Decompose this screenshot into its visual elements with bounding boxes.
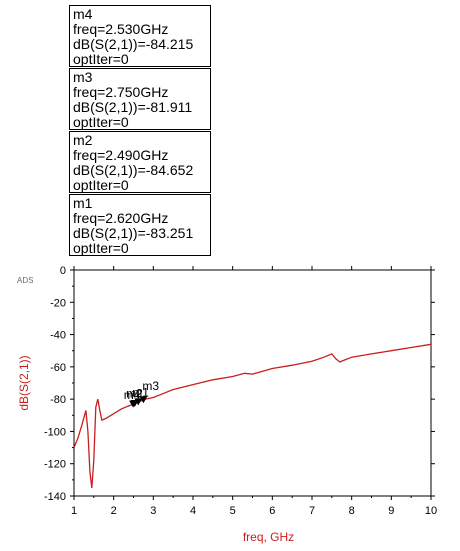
x-axis-label: freq, GHz [243,530,294,544]
x-tick-label: 3 [150,505,156,517]
marker-triangle-m2 [129,400,138,408]
marker-value-text: dB(S(2,1))=-81.911 [73,99,193,115]
marker-name-text: m4 [73,6,93,22]
y-tick-label: -100 [44,426,66,438]
x-tick-label: 9 [388,505,394,517]
marker-label-m1: m1 [132,385,149,399]
y-tick-label: -20 [50,297,66,309]
marker-box-m3[interactable]: m3 freq=2.750GHz dB(S(2,1))=-81.911 optIter… [69,68,211,130]
x-tick-label: 4 [190,505,196,517]
y-tick-label: -40 [50,330,66,342]
marker-iter-text: optIter=0 [73,177,129,193]
x-tick-label: 8 [349,505,355,517]
marker-freq-text: freq=2.490GHz [73,147,169,163]
y-tick-label: -60 [50,362,66,374]
series-line-0 [73,343,432,488]
marker-value-text: dB(S(2,1))=-84.215 [73,36,194,52]
y-tick-label: 0 [60,265,66,277]
marker-freq-text: freq=2.620GHz [73,210,169,226]
marker-box-m2[interactable]: m2 freq=2.490GHz dB(S(2,1))=-84.652 optIter… [69,131,211,193]
marker-label-m2: m2 [126,387,143,401]
x-tick-label: 6 [269,505,275,517]
marker-triangle-m3 [139,396,148,404]
y-axis-label: dB(S(2,1)) [17,355,31,410]
marker-freq-text: freq=2.530GHz [73,21,169,37]
y-tick-label: -80 [50,394,66,406]
marker-box-m4[interactable]: m4 freq=2.530GHz dB(S(2,1))=-84.215 optIter… [69,5,211,67]
marker-name-text: m1 [73,195,93,211]
x-tick-label: 10 [425,505,437,517]
marker-triangle-m1 [134,398,143,406]
marker-value-text: dB(S(2,1))=-83.251 [73,225,194,241]
x-tick-label: 2 [111,505,117,517]
marker-iter-text: optIter=0 [73,114,129,130]
x-tick-label: 5 [230,505,236,517]
marker-name-text: m3 [73,69,93,85]
x-tick-label: 7 [309,505,315,517]
x-tick-label: 1 [71,505,77,517]
marker-name-text: m2 [73,132,93,148]
y-tick-label: -120 [44,459,66,471]
marker-label-m3: m3 [142,379,159,393]
marker-box-m1[interactable]: m1 freq=2.620GHz dB(S(2,1))=-83.251 optIter… [69,194,211,256]
ads-label: ADS [17,276,34,285]
y-tick-label: -140 [44,491,66,503]
marker-freq-text: freq=2.750GHz [73,84,169,100]
plot-frame [73,269,432,497]
marker-iter-text: optIter=0 [73,240,129,256]
marker-iter-text: optIter=0 [73,51,129,67]
marker-value-text: dB(S(2,1))=-84.652 [73,162,194,178]
